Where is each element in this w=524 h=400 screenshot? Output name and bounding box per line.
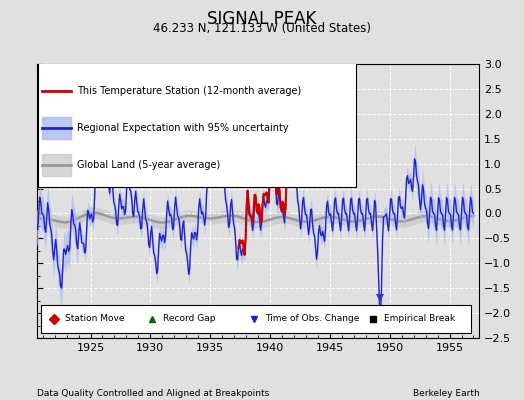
Text: Time of Obs. Change: Time of Obs. Change — [265, 314, 359, 323]
Text: Record Gap: Record Gap — [163, 314, 215, 323]
Text: Station Move: Station Move — [66, 314, 125, 323]
Bar — [38, 54, 356, 187]
Text: 46.233 N, 121.133 W (United States): 46.233 N, 121.133 W (United States) — [153, 22, 371, 35]
Text: Global Land (5-year average): Global Land (5-year average) — [78, 160, 221, 170]
Text: SIGNAL PEAK: SIGNAL PEAK — [208, 10, 316, 28]
Text: This Temperature Station (12-month average): This Temperature Station (12-month avera… — [78, 86, 302, 96]
Text: Empirical Break: Empirical Break — [384, 314, 455, 323]
Text: Berkeley Earth: Berkeley Earth — [413, 389, 479, 398]
Text: Data Quality Controlled and Aligned at Breakpoints: Data Quality Controlled and Aligned at B… — [37, 389, 269, 398]
Text: Regional Expectation with 95% uncertainty: Regional Expectation with 95% uncertaint… — [78, 123, 289, 133]
Bar — [41, 305, 471, 332]
